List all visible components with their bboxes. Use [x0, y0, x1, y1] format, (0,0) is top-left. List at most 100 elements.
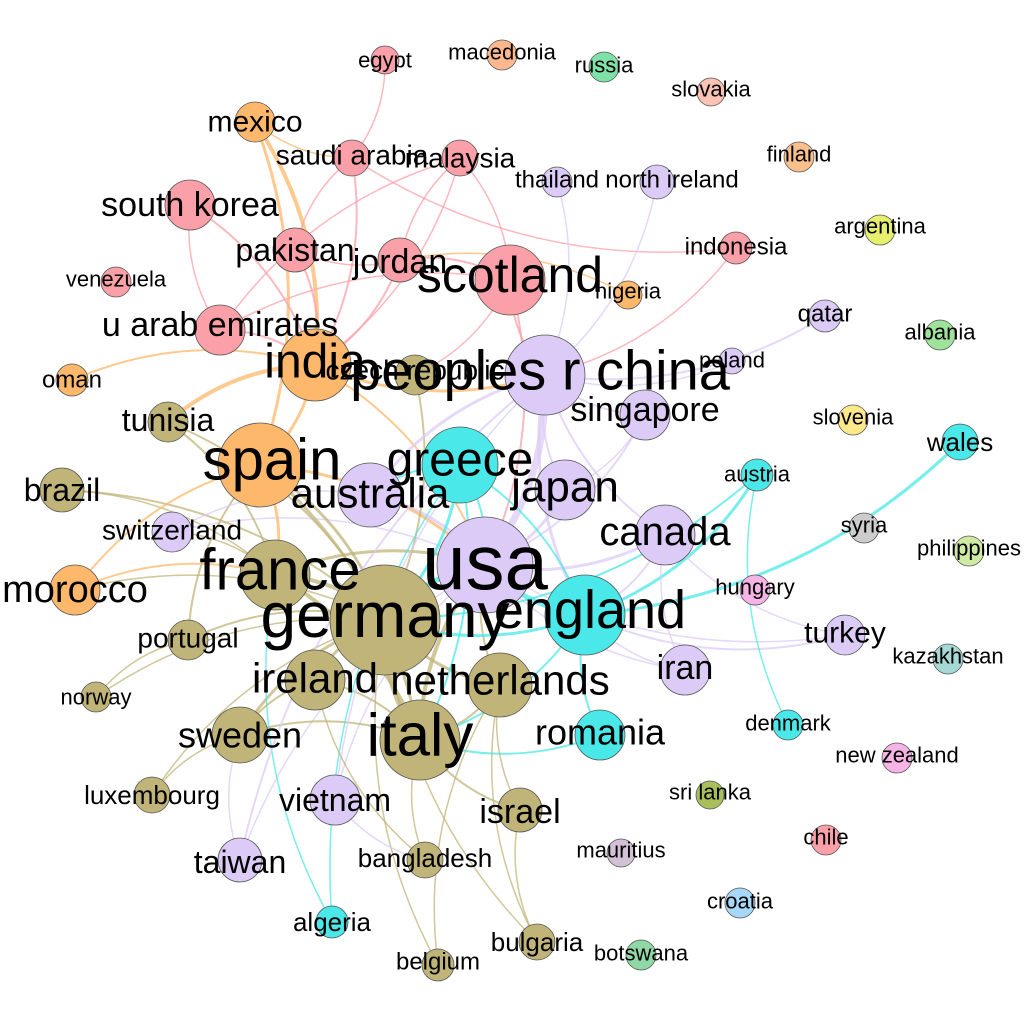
node-italy[interactable]	[379, 699, 461, 781]
node-argentina[interactable]	[864, 214, 896, 246]
node-vietnam[interactable]	[309, 774, 361, 826]
node-usa[interactable]	[436, 516, 534, 614]
node-kazakhstan[interactable]	[932, 643, 964, 675]
node-indonesia[interactable]	[719, 231, 753, 265]
node-belgium[interactable]	[421, 948, 455, 982]
node-label-qatar: qatar	[798, 301, 853, 328]
node-japan[interactable]	[534, 459, 596, 521]
node-turkey[interactable]	[824, 614, 866, 656]
node-albania[interactable]	[924, 319, 956, 351]
node-wales[interactable]	[941, 423, 979, 461]
node-label-philippines: philippines	[917, 536, 1021, 561]
node-romania[interactable]	[574, 709, 626, 761]
node-label-north-ireland: north ireland	[605, 167, 738, 194]
node-poland[interactable]	[718, 347, 746, 375]
node-label-mauritius: mauritius	[576, 838, 665, 863]
node-label-egypt: egypt	[358, 48, 412, 73]
node-peoples-r-china[interactable]	[504, 334, 586, 416]
node-label-france: france	[199, 538, 360, 603]
edge-france-algeria	[265, 574, 333, 923]
node-pakistan[interactable]	[272, 227, 318, 273]
node-tunisia[interactable]	[147, 401, 189, 443]
node-russia[interactable]	[588, 51, 620, 83]
node-saudi-arabia[interactable]	[333, 139, 371, 177]
node-greece[interactable]	[421, 426, 499, 504]
node-venezuela[interactable]	[100, 266, 132, 298]
node-jordan[interactable]	[377, 237, 423, 283]
node-scotland[interactable]	[474, 244, 546, 316]
node-iran[interactable]	[659, 644, 711, 696]
node-qatar[interactable]	[808, 299, 842, 333]
node-czech-republic[interactable]	[394, 354, 436, 396]
node-brazil[interactable]	[39, 467, 85, 513]
node-botswana[interactable]	[625, 939, 657, 971]
node-label-pakistan: pakistan	[235, 232, 354, 268]
node-philippines[interactable]	[953, 535, 985, 567]
node-label-india: india	[264, 336, 366, 389]
node-algeria[interactable]	[315, 905, 349, 939]
node-luxembourg[interactable]	[133, 776, 171, 814]
node-label-singapore: singapore	[570, 391, 719, 429]
node-label-u-arab-emirates: u arab emirates	[102, 306, 338, 344]
node-syria[interactable]	[848, 512, 880, 544]
node-croatia[interactable]	[724, 887, 756, 919]
node-chile[interactable]	[810, 824, 842, 856]
node-australia[interactable]	[337, 462, 403, 528]
edge-england-wales	[583, 440, 962, 617]
node-thailand[interactable]	[541, 166, 573, 198]
node-egypt[interactable]	[370, 45, 400, 75]
node-hungary[interactable]	[739, 574, 771, 606]
node-france[interactable]	[239, 539, 311, 611]
node-canada[interactable]	[634, 504, 696, 566]
node-label-albania: albania	[905, 320, 977, 345]
node-ireland[interactable]	[284, 649, 346, 711]
node-india[interactable]	[278, 328, 352, 402]
node-macedonia[interactable]	[486, 39, 518, 71]
node-label-russia: russia	[575, 53, 634, 78]
node-new-zealand[interactable]	[881, 742, 913, 774]
node-label-syria: syria	[841, 513, 888, 538]
node-israel[interactable]	[497, 787, 543, 833]
node-slovakia[interactable]	[696, 77, 726, 107]
node-bulgaria[interactable]	[518, 923, 556, 961]
node-label-vietnam: vietnam	[279, 782, 391, 818]
node-singapore[interactable]	[619, 389, 671, 441]
node-spain[interactable]	[217, 422, 303, 508]
node-germany[interactable]	[329, 564, 441, 676]
node-sweden[interactable]	[211, 706, 269, 764]
node-u-arab-emirates[interactable]	[194, 304, 246, 356]
node-label-thailand: thailand	[515, 167, 599, 194]
node-finland[interactable]	[783, 141, 815, 173]
node-label-romania: romania	[535, 712, 666, 753]
node-bangladesh[interactable]	[406, 841, 444, 879]
node-sri-lanka[interactable]	[695, 780, 725, 810]
node-label-norway: norway	[61, 685, 132, 710]
node-label-portugal: portugal	[137, 623, 238, 654]
edge-netherlands-bulgaria	[490, 684, 538, 943]
node-mexico[interactable]	[234, 101, 276, 143]
node-nigeria[interactable]	[613, 280, 643, 310]
node-label-usa: usa	[422, 518, 548, 606]
node-oman[interactable]	[55, 363, 89, 397]
node-england[interactable]	[544, 574, 626, 656]
node-switzerland[interactable]	[151, 511, 193, 553]
node-label-sri-lanka: sri lanka	[669, 780, 752, 805]
node-netherlands[interactable]	[467, 652, 533, 718]
node-label-botswana: botswana	[594, 941, 689, 966]
node-label-indonesia: indonesia	[685, 234, 788, 261]
node-label-switzerland: switzerland	[102, 515, 242, 546]
node-morocco[interactable]	[49, 564, 101, 616]
node-norway[interactable]	[80, 681, 112, 713]
node-denmark[interactable]	[772, 709, 804, 741]
node-austria[interactable]	[740, 458, 774, 492]
node-label-bangladesh: bangladesh	[358, 843, 492, 873]
node-portugal[interactable]	[167, 619, 209, 661]
node-label-venezuela: venezuela	[66, 267, 167, 292]
node-north-ireland[interactable]	[639, 164, 675, 200]
node-south-korea[interactable]	[164, 179, 216, 231]
node-taiwan[interactable]	[217, 837, 263, 883]
node-malaysia[interactable]	[441, 139, 479, 177]
node-mauritius[interactable]	[606, 838, 636, 868]
node-slovenia[interactable]	[837, 404, 869, 436]
